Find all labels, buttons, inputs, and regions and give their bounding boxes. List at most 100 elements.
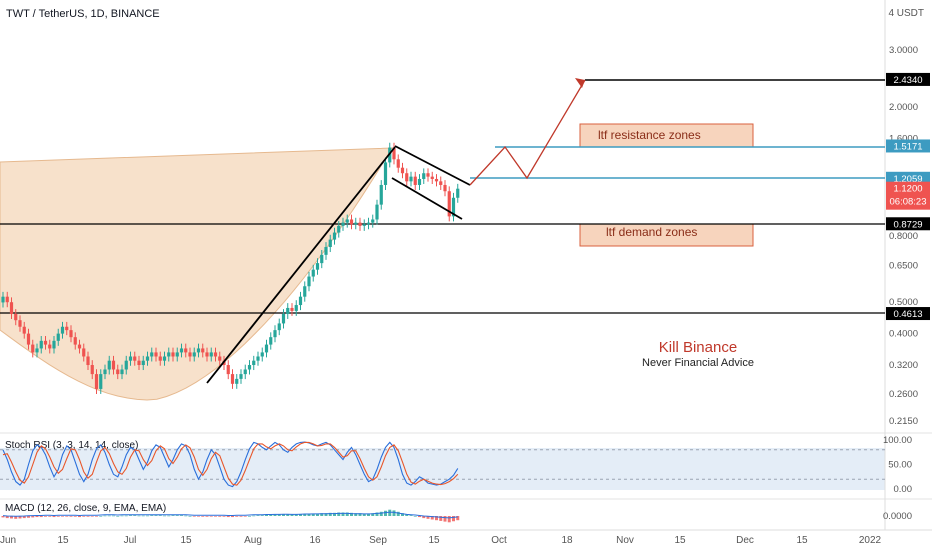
candle-body	[328, 239, 332, 248]
candle-body	[158, 356, 162, 361]
price-tag-label: 0.4613	[893, 309, 922, 320]
candle-body	[226, 365, 230, 375]
price-tag-box	[886, 72, 930, 86]
candle-body	[120, 369, 124, 375]
macd-bar	[256, 515, 260, 516]
time-tick-label: 18	[561, 535, 573, 546]
candle-body	[107, 360, 111, 370]
macd-bar	[337, 512, 341, 516]
macd-bar	[452, 516, 455, 522]
price-tag-box	[886, 171, 930, 185]
candle-body	[430, 176, 434, 179]
price-tick-label: 0.5000	[889, 297, 918, 308]
candle-body	[456, 188, 460, 198]
macd-bar	[163, 515, 166, 517]
candle-body	[213, 352, 218, 357]
macd-bar	[239, 516, 243, 517]
candle-body	[145, 356, 150, 361]
macd-bar	[409, 515, 413, 516]
candle-body	[99, 374, 103, 389]
price-tag-label: 2.4340	[893, 75, 922, 86]
macd-bar	[371, 513, 375, 516]
stoch-rsi-d-line	[2, 441, 459, 486]
macd-bar	[282, 514, 285, 516]
macd-bar	[286, 514, 290, 516]
time-tick-label: Aug	[244, 535, 262, 546]
macd-bar	[358, 513, 362, 516]
candle-body	[1, 296, 5, 303]
candle-body	[56, 333, 60, 341]
macd-bar	[328, 512, 332, 516]
macd-bar	[392, 510, 396, 516]
macd-bar	[167, 515, 171, 517]
candle-body	[358, 222, 362, 226]
candle-body	[379, 184, 383, 205]
macd-histogram	[1, 509, 460, 523]
macd-bar	[82, 516, 86, 517]
macd-bar	[401, 513, 404, 516]
candle-body	[345, 219, 349, 223]
macd-bar	[18, 516, 22, 519]
macd-bar	[86, 516, 90, 517]
macd-bar	[35, 516, 39, 518]
candle-body	[205, 352, 209, 357]
macd-bar	[103, 515, 107, 517]
price-axis-ticks: 3.00002.00001.60001.20000.80000.65000.50…	[889, 45, 918, 427]
resistance-zone-label: ltf resistance zones	[598, 128, 701, 142]
macd-bar	[367, 513, 370, 516]
candle-body	[341, 222, 345, 226]
candle-body	[396, 159, 400, 168]
candle-body	[362, 224, 366, 226]
candle-body	[286, 307, 290, 314]
macd-bar	[311, 513, 315, 516]
macd-bar	[341, 512, 345, 516]
flag-lower-line	[391, 177, 463, 220]
candle-body	[260, 352, 264, 357]
macd-bar	[95, 516, 98, 517]
macd-bar	[426, 516, 430, 519]
macd-bar	[44, 516, 47, 517]
candle-body	[371, 219, 375, 223]
macd-bar	[447, 516, 451, 523]
candle-body	[31, 344, 35, 353]
price-tick-label: 0.2600	[889, 389, 918, 400]
demand-zone-label: ltf demand zones	[606, 225, 697, 239]
macd-bar	[456, 516, 460, 521]
candle-body	[303, 286, 307, 297]
price-tag-label: 1.2059	[893, 174, 922, 185]
candle-body	[392, 147, 396, 160]
macd-bar	[260, 515, 264, 516]
time-tick-label: 15	[428, 535, 440, 546]
macd-bar	[226, 516, 230, 518]
annotation-subtitle: Never Financial Advice	[642, 357, 754, 369]
macd-bar	[197, 516, 200, 517]
candle-body	[422, 173, 426, 179]
price-tag-box	[886, 139, 930, 153]
candle-body	[94, 374, 99, 389]
macd-bar	[345, 512, 349, 516]
candle-body	[451, 197, 456, 217]
candle-body	[48, 344, 52, 349]
macd-bar	[396, 511, 400, 516]
candle-body	[447, 191, 451, 217]
macd-bar	[430, 516, 434, 520]
time-tick-label: Dec	[736, 535, 754, 546]
time-tick-label: 15	[674, 535, 686, 546]
price-tick-label: 1.6000	[889, 133, 918, 144]
macd-bar	[171, 515, 175, 516]
candle-body	[43, 340, 48, 345]
macd-bar	[303, 513, 307, 516]
stoch-rsi-k-line	[2, 441, 459, 488]
macd-bar	[1, 516, 5, 518]
flag-upper-line	[394, 145, 471, 186]
rising-trendline	[206, 146, 396, 384]
macd-bar	[265, 514, 268, 516]
candle-body	[337, 225, 341, 233]
candle-body	[354, 222, 358, 225]
time-tick-label: Jun	[0, 535, 16, 546]
symbol-title: TWT / TetherUS, 1D, BINANCE	[6, 8, 160, 20]
time-tick-label: Jul	[124, 535, 137, 546]
macd-bar	[418, 516, 421, 518]
annotation-title: Kill Binance	[659, 339, 737, 356]
macd-bar	[73, 516, 77, 517]
